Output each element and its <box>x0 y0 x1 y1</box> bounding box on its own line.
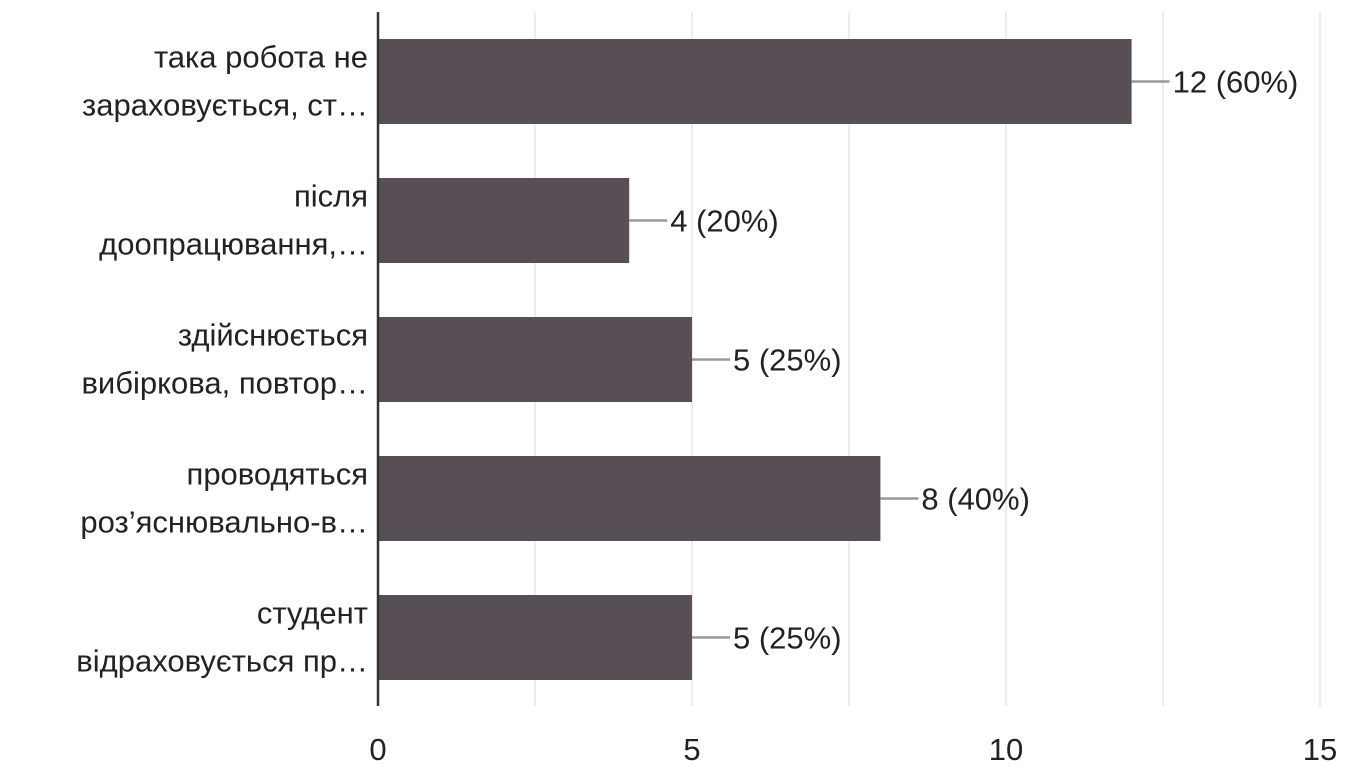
category-label-line: відраховується пр… <box>76 644 368 679</box>
grid-lines <box>534 12 1321 706</box>
data-label: 4 (20%) <box>670 204 779 239</box>
x-tick-label: 0 <box>369 732 386 766</box>
category-label: проводяться роз’яснювально-в… <box>80 457 368 540</box>
category-label-line: здійснюється <box>178 318 368 353</box>
category-label: студент відраховується пр… <box>76 596 368 679</box>
category-label-line: доопрацювання,… <box>99 227 368 262</box>
category-label-line: вибіркова, повтор… <box>81 366 368 401</box>
x-tick-label: 10 <box>989 732 1023 766</box>
bar <box>378 317 692 402</box>
x-tick-labels: 0 5 10 15 <box>369 732 1337 766</box>
category-label-line: зараховується, ст… <box>82 88 368 123</box>
data-label: 5 (25%) <box>733 343 842 378</box>
category-label-line: така робота не <box>154 40 368 75</box>
category-label: така робота не зараховується, ст… <box>82 40 368 123</box>
data-label: 8 (40%) <box>921 482 1030 517</box>
category-label: після доопрацювання,… <box>99 179 368 262</box>
x-tick-label: 5 <box>683 732 700 766</box>
bar <box>378 178 630 263</box>
bar <box>378 39 1132 124</box>
bar <box>378 595 692 680</box>
category-label-line: роз’яснювально-в… <box>80 505 368 540</box>
bar <box>378 456 881 541</box>
category-labels: така робота не зараховується, ст… після доо… <box>76 40 368 679</box>
category-label: здійснюється вибіркова, повтор… <box>81 318 368 401</box>
data-labels: 12 (60%) 4 (20%) 5 (25%) 8 (40%) 5 (25%) <box>629 65 1298 656</box>
x-tick-label: 15 <box>1303 732 1337 766</box>
data-label: 5 (25%) <box>733 621 842 656</box>
category-label-line: проводяться <box>187 457 368 492</box>
category-label-line: студент <box>257 596 368 631</box>
bars <box>378 39 1132 680</box>
category-label-line: після <box>294 179 368 214</box>
data-label: 12 (60%) <box>1173 65 1299 100</box>
